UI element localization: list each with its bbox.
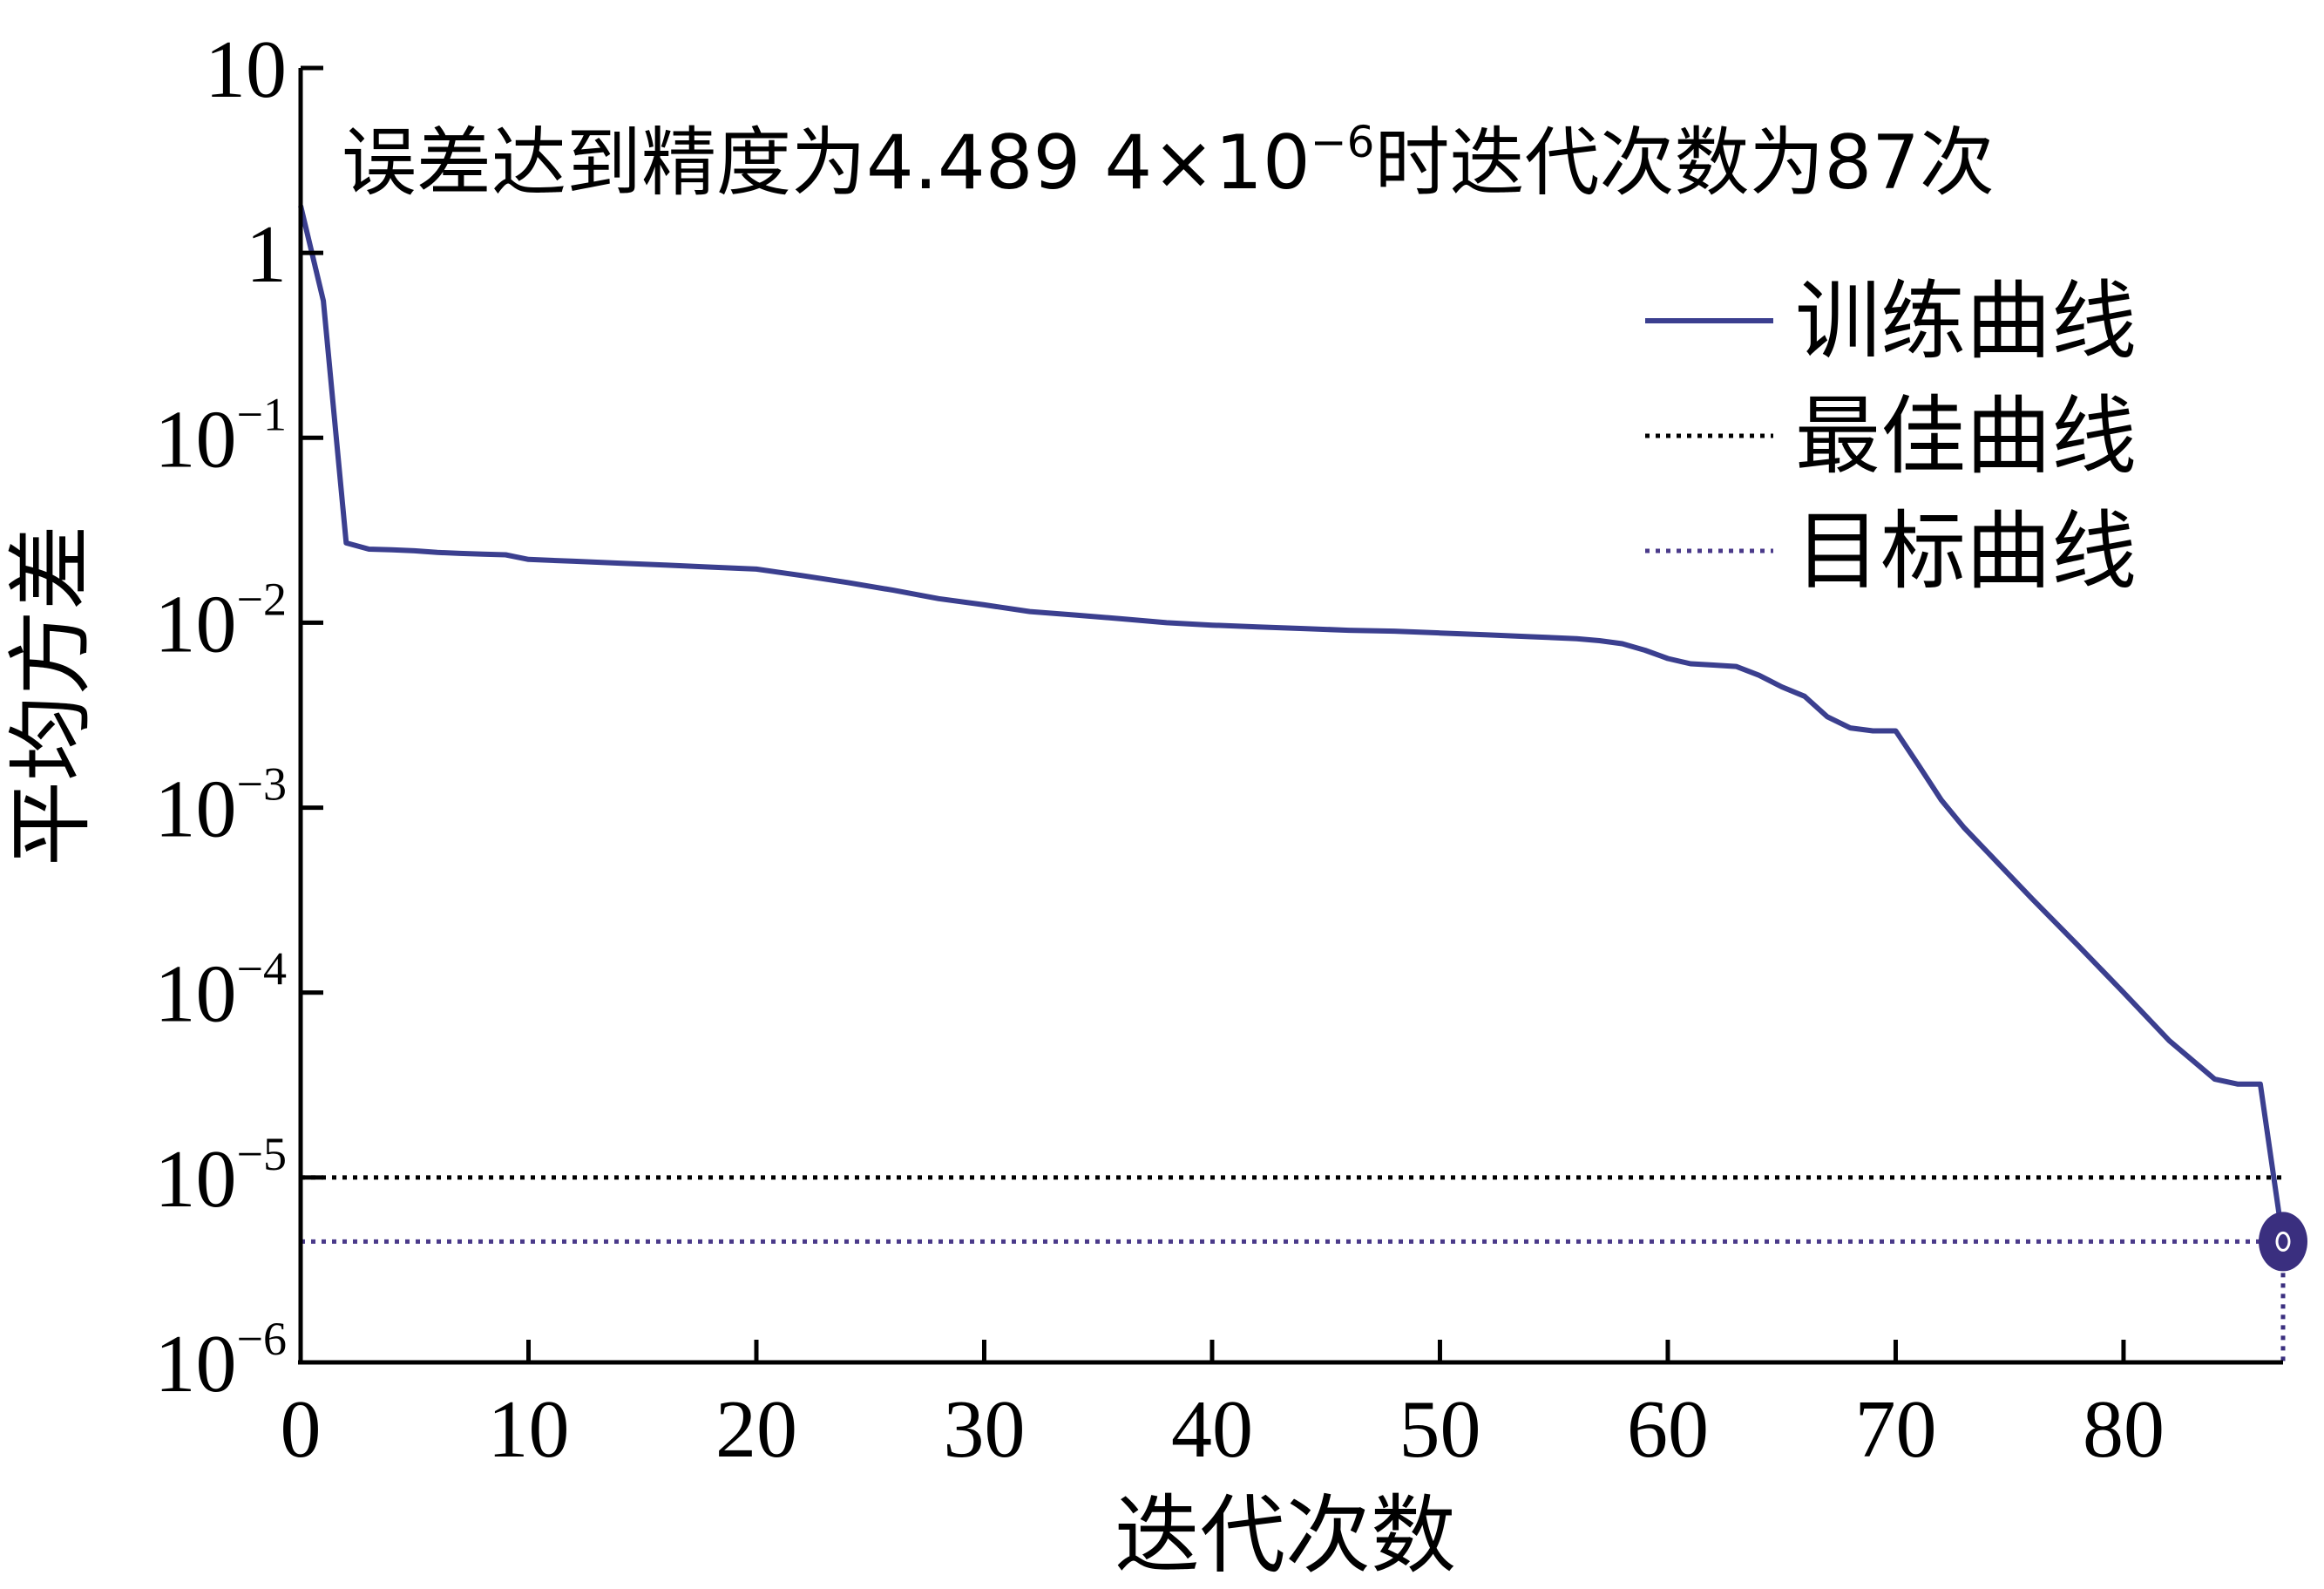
x-tick-label: 60	[1627, 1384, 1709, 1475]
y-tick-label: 10−5	[155, 1128, 287, 1225]
y-tick-label: 10−1	[155, 388, 287, 485]
best-point-marker	[2259, 1212, 2307, 1272]
best-point-marker-center	[2275, 1231, 2291, 1252]
x-tick-label: 20	[715, 1384, 797, 1475]
x-tick-label: 30	[943, 1384, 1025, 1475]
legend-label-3: 目标曲线	[1795, 502, 2137, 601]
x-tick-label: 50	[1399, 1384, 1480, 1475]
y-tick-label: 10−4	[155, 943, 287, 1040]
chart-title: 误差达到精度为4.489 4×10−6时迭代次数为87次	[342, 117, 1995, 207]
y-tick-label: 10−3	[155, 758, 287, 855]
plot-area	[298, 205, 2307, 1362]
y-tick-label: 10−2	[155, 573, 287, 669]
y-axis-title: 平均方差	[2, 525, 101, 866]
x-tick-label: 80	[2083, 1384, 2165, 1475]
tick-labels: 0 10 20 30 40 50 60 70 80 10 1 10−1 10−2 10−3 10−4 10−5…	[155, 24, 2165, 1475]
legend-label-2: 最佳曲线	[1795, 387, 2137, 486]
x-axis-title: 迭代次数	[1115, 1486, 1456, 1586]
y-tick-label: 10−6	[155, 1313, 287, 1409]
series-line-1	[298, 205, 2286, 1242]
y-tick-label: 1	[246, 209, 287, 300]
x-tick-label: 70	[1854, 1384, 1936, 1475]
x-tick-label: 0	[281, 1384, 322, 1475]
x-tick-label: 10	[487, 1384, 569, 1475]
legend-label-1: 训练曲线	[1795, 272, 2137, 371]
y-tick-label: 10	[205, 24, 287, 115]
x-tick-label: 40	[1171, 1384, 1253, 1475]
axes	[298, 65, 2283, 1365]
